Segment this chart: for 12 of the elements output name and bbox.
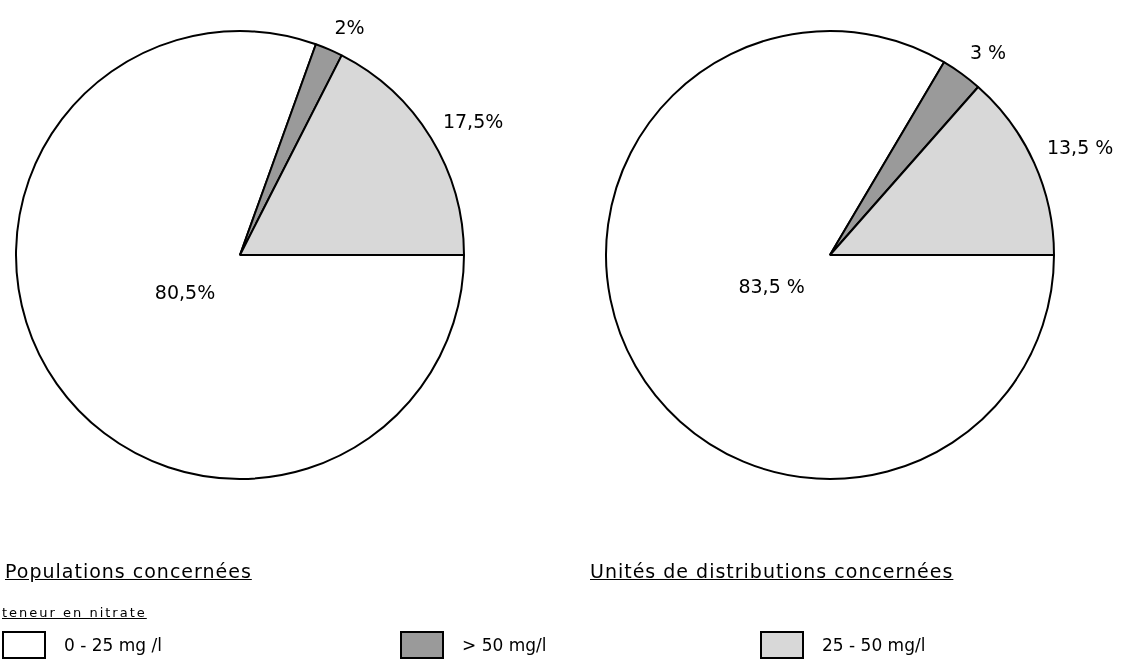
data-label: 3 % <box>969 41 1007 64</box>
legend-title: teneur en nitrate <box>2 605 147 620</box>
data-label: 13,5 % <box>1046 136 1114 158</box>
data-label: 2% <box>334 15 365 38</box>
text: Unités de distributions concernées <box>590 560 954 582</box>
text: Populations concernées <box>5 560 252 582</box>
data-label: 17,5% <box>442 109 504 132</box>
legend-label: > 50 mg/l <box>462 635 547 655</box>
legend-label: 0 - 25 mg /l <box>64 635 162 655</box>
data-label: 83,5 % <box>738 275 805 298</box>
data-label: 80,5% <box>154 280 216 303</box>
legend-label: 25 - 50 mg/l <box>822 635 926 655</box>
